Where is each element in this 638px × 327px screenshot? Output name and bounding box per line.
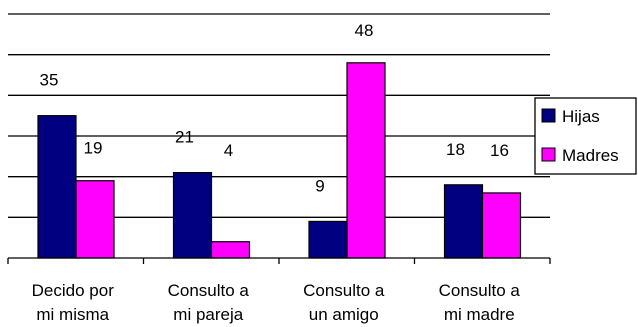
category-label-1: Consulto a: [168, 281, 250, 300]
bar-hijas-2: [308, 220, 348, 259]
data-label-hijas-3: 18: [446, 140, 465, 159]
bar-madres-1: [210, 241, 251, 259]
category-label-0: mi misma: [36, 305, 109, 324]
category-label-3: mi madre: [444, 305, 515, 324]
category-label-2: un amigo: [309, 305, 379, 324]
bars: [37, 62, 522, 259]
category-labels: Decido por mi misma Consulto a mi pareja Con…: [32, 281, 521, 324]
legend-swatch-madres: [541, 147, 556, 162]
bar-hijas-0: [37, 115, 77, 259]
bar-hijas-3: [443, 184, 484, 259]
legend-label-madres: Madres: [562, 146, 619, 165]
x-axis: [7, 257, 551, 264]
bar-madres-2: [346, 62, 386, 259]
data-label-hijas-2: 9: [315, 176, 324, 195]
data-label-madres-0: 19: [84, 139, 103, 158]
bar-hijas-1: [172, 172, 213, 259]
category-label-1: mi pareja: [173, 305, 243, 324]
category-label-0: Decido por: [32, 281, 115, 300]
data-label-hijas-0: 35: [40, 71, 59, 90]
legend-swatch-hijas: [541, 108, 556, 123]
data-label-hijas-1: 21: [175, 128, 194, 147]
data-label-madres-1: 4: [224, 141, 233, 160]
bar-madres-3: [481, 192, 522, 259]
data-label-madres-3: 16: [490, 141, 509, 160]
category-label-3: Consulto a: [439, 281, 521, 300]
data-label-madres-2: 48: [355, 21, 374, 40]
category-label-2: Consulto a: [303, 281, 385, 300]
bar-madres-0: [75, 180, 115, 259]
data-labels: 35 19 21 4 9 48 18 16: [40, 21, 509, 196]
legend: Hijas Madres: [534, 97, 637, 175]
legend-label-hijas: Hijas: [562, 107, 600, 126]
